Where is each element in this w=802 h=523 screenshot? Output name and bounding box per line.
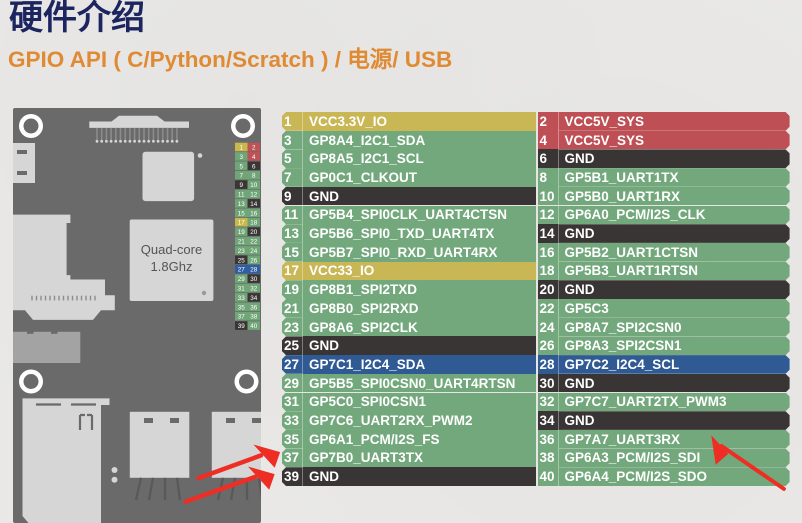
svg-text:28: 28 bbox=[250, 267, 258, 274]
svg-text:23: 23 bbox=[238, 248, 246, 255]
svg-text:9: 9 bbox=[239, 182, 243, 189]
svg-text:3: 3 bbox=[239, 154, 243, 161]
svg-text:20: 20 bbox=[250, 229, 258, 236]
svg-text:25: 25 bbox=[238, 257, 246, 264]
svg-text:38: 38 bbox=[250, 314, 258, 321]
svg-text:31: 31 bbox=[238, 286, 246, 293]
svg-text:8: 8 bbox=[252, 173, 256, 180]
svg-text:1.8Ghz: 1.8Ghz bbox=[151, 259, 193, 274]
svg-text:24: 24 bbox=[250, 248, 258, 255]
svg-text:5: 5 bbox=[239, 163, 243, 170]
svg-text:10: 10 bbox=[250, 182, 258, 189]
svg-text:17: 17 bbox=[238, 220, 246, 227]
svg-text:2: 2 bbox=[252, 145, 256, 152]
svg-text:39: 39 bbox=[238, 323, 246, 330]
svg-text:15: 15 bbox=[238, 210, 246, 217]
svg-text:12: 12 bbox=[250, 192, 258, 199]
svg-text:4: 4 bbox=[252, 154, 256, 161]
svg-text:19: 19 bbox=[238, 229, 246, 236]
svg-text:40: 40 bbox=[250, 323, 258, 330]
svg-text:1: 1 bbox=[239, 145, 243, 152]
svg-text:30: 30 bbox=[250, 276, 258, 283]
svg-text:29: 29 bbox=[238, 276, 246, 283]
svg-text:18: 18 bbox=[250, 220, 258, 227]
svg-text:6: 6 bbox=[252, 163, 256, 170]
svg-text:35: 35 bbox=[238, 304, 246, 311]
svg-text:14: 14 bbox=[250, 201, 258, 208]
svg-text:27: 27 bbox=[238, 267, 246, 274]
svg-text:33: 33 bbox=[238, 295, 246, 302]
svg-text:26: 26 bbox=[250, 257, 258, 264]
svg-text:36: 36 bbox=[250, 304, 258, 311]
svg-text:13: 13 bbox=[238, 201, 246, 208]
svg-text:37: 37 bbox=[238, 314, 246, 321]
svg-text:34: 34 bbox=[250, 295, 258, 302]
svg-text:21: 21 bbox=[238, 239, 246, 246]
svg-text:32: 32 bbox=[250, 286, 258, 293]
svg-text:11: 11 bbox=[238, 192, 245, 199]
svg-text:22: 22 bbox=[250, 239, 258, 246]
svg-text:16: 16 bbox=[250, 210, 258, 217]
svg-text:7: 7 bbox=[239, 173, 243, 180]
svg-text:Quad-core: Quad-core bbox=[141, 242, 202, 257]
